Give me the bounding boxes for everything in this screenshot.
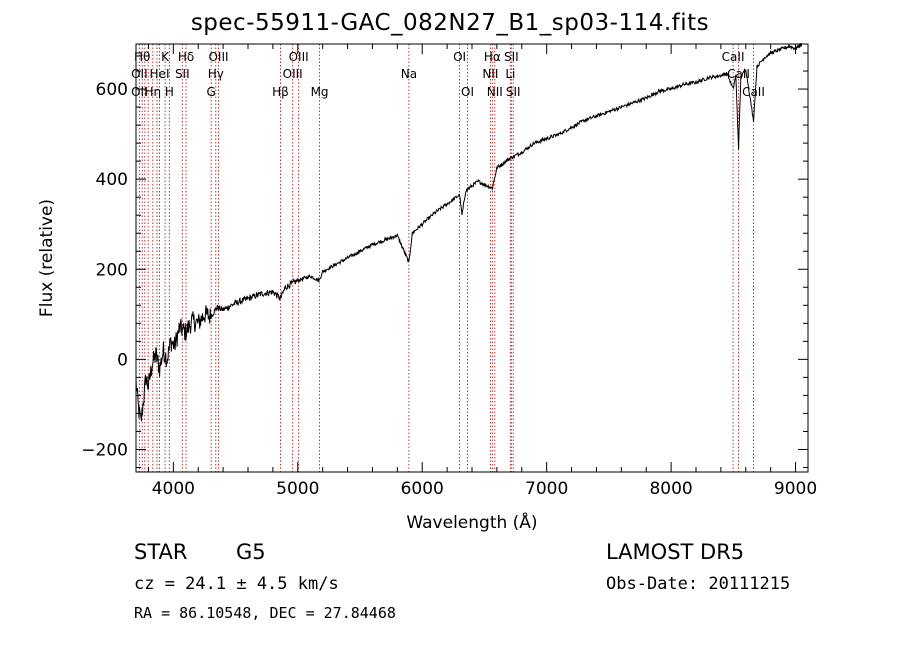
- object-subclass: G5: [236, 540, 266, 564]
- line-label-26: SII: [506, 85, 521, 99]
- coordinates: RA = 86.10548, DEC = 27.84468: [134, 604, 396, 622]
- line-label-13: OIII: [283, 67, 303, 81]
- x-tick-label: 4000: [152, 479, 195, 499]
- plot-axes: 4000 5000 6000 7000 8000 9000 −200 0 200 400 600: [81, 43, 817, 499]
- redshift-text: cz = 24.1 ± 4.5 km/s: [134, 574, 339, 594]
- line-label-18: OII: [131, 85, 148, 99]
- x-tick-label: 9000: [774, 479, 817, 499]
- line-label-3: OIII: [208, 50, 228, 64]
- line-label-14: Na: [401, 67, 417, 81]
- spectrum-series: [135, 42, 803, 422]
- line-label-20: H: [165, 85, 174, 99]
- y-tick-label: 600: [96, 80, 128, 100]
- y-tick-label: 0: [117, 350, 128, 370]
- line-label-21: G: [207, 85, 216, 99]
- line-label-11: SII: [175, 67, 190, 81]
- y-tick-label: 200: [96, 260, 128, 280]
- y-tick-label: −200: [81, 440, 128, 460]
- line-label-1: K: [161, 50, 170, 64]
- x-tick-label: 6000: [401, 479, 444, 499]
- survey-name: LAMOST DR5: [606, 540, 745, 564]
- line-label-4: OIII: [289, 50, 309, 64]
- line-label-16: Li: [505, 67, 515, 81]
- line-label-23: Mg: [311, 85, 329, 99]
- line-label-22: Hβ: [272, 85, 289, 99]
- x-tick-label: 5000: [276, 479, 319, 499]
- line-label-8: CaII: [722, 50, 745, 64]
- chart-title: spec-55911-GAC_082N27_B1_sp03-114.fits: [190, 10, 710, 36]
- line-label-24: OI: [461, 85, 474, 99]
- line-label-5: OI: [453, 50, 466, 64]
- x-tick-label: 7000: [525, 479, 568, 499]
- line-label-10: HeI: [150, 67, 170, 81]
- line-label-0: Hθ: [134, 50, 150, 64]
- line-label-15: NII: [482, 67, 498, 81]
- line-label-17: CaII: [727, 67, 750, 81]
- line-label-27: CaII: [742, 85, 765, 99]
- line-label-7: SII: [504, 50, 519, 64]
- obs-date: Obs-Date: 20111215: [606, 574, 791, 594]
- plot-frame: [135, 43, 809, 473]
- line-label-6: Hα: [484, 50, 501, 64]
- emission-line-markers: [138, 44, 754, 472]
- y-tick-label: 400: [96, 170, 128, 190]
- line-label-12: Hγ: [208, 67, 224, 81]
- line-label-9: OII: [131, 67, 148, 81]
- line-label-19: Hη: [144, 85, 161, 99]
- y-axis-label: Flux (relative): [37, 199, 57, 317]
- object-class: STAR: [134, 540, 188, 564]
- x-tick-label: 8000: [649, 479, 692, 499]
- line-label-2: Hδ: [178, 50, 194, 64]
- line-label-25: NII: [487, 85, 503, 99]
- x-axis-label: Wavelength (Å): [406, 511, 537, 533]
- spectrum-line: [135, 42, 803, 422]
